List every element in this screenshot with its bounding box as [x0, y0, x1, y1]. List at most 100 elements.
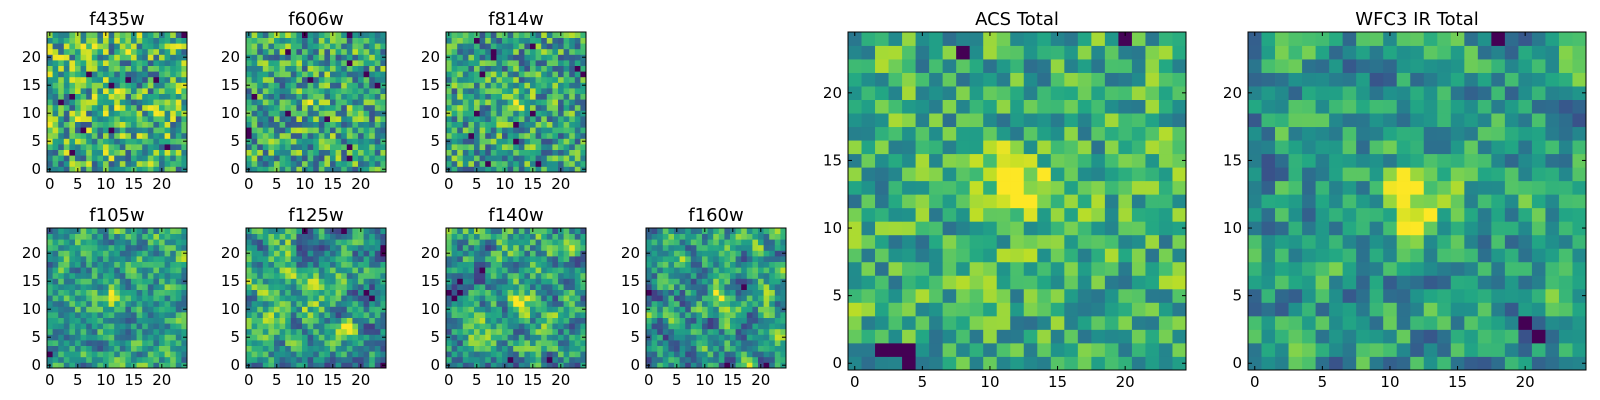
heatmap-cell [318, 317, 325, 324]
heatmap-cell [496, 295, 503, 302]
heatmap-cell [91, 138, 98, 145]
heatmap-cell [313, 284, 320, 290]
heatmap-cell [679, 334, 686, 341]
heatmap-cell [496, 278, 503, 285]
heatmap-cell [1077, 207, 1092, 222]
heatmap-cell [552, 340, 559, 346]
heatmap-cell [147, 228, 154, 234]
heatmap-cell [490, 267, 497, 274]
heatmap-cell [318, 155, 325, 162]
heatmap-cell [685, 317, 692, 324]
heatmap-cell [91, 144, 98, 150]
heatmap-cell [496, 160, 503, 167]
heatmap-cell [69, 351, 76, 358]
heatmap-cell [52, 362, 59, 369]
heatmap-cell [956, 221, 971, 236]
heatmap-cell [451, 160, 458, 167]
heatmap-cell [780, 228, 787, 234]
heatmap-cell [285, 317, 292, 324]
heatmap-cell [58, 71, 65, 78]
heatmap-cell [131, 54, 137, 61]
heatmap-cell [147, 32, 154, 38]
heatmap-cell [274, 323, 280, 330]
heatmap-cell [346, 256, 353, 262]
heatmap-cell [374, 121, 381, 128]
heatmap-cell [374, 340, 381, 346]
heatmap-cell [268, 334, 275, 341]
heatmap-cell [563, 60, 570, 66]
heatmap-cell [763, 317, 770, 324]
heatmap-cell [119, 340, 126, 346]
heatmap-cell [147, 239, 154, 246]
heatmap-cell [552, 166, 559, 173]
heatmap-cell [769, 267, 776, 274]
heatmap-cell [741, 323, 748, 330]
heatmap-cell [707, 328, 714, 335]
heatmap-cell [462, 340, 469, 346]
heatmap-cell [457, 233, 464, 240]
heatmap-cell [541, 250, 548, 257]
heatmap-cell [257, 110, 264, 117]
heatmap-cell [47, 71, 53, 78]
heatmap-cell [80, 93, 87, 100]
heatmap-cell [563, 261, 570, 268]
heatmap-cell [888, 356, 903, 371]
heatmap-cell [875, 180, 889, 195]
heatmap-cell [114, 60, 121, 66]
heatmap-cell [58, 340, 65, 346]
heatmap-cell [574, 76, 581, 83]
heatmap-cell [713, 351, 720, 358]
heatmap-cell [735, 261, 742, 268]
heatmap-cell [451, 300, 458, 307]
heatmap-cell [75, 306, 81, 313]
heatmap-cell [956, 248, 971, 263]
heatmap-cell [490, 149, 497, 156]
heatmap-cell [1010, 180, 1025, 195]
heatmap-cell [530, 121, 536, 128]
heatmap-cell [170, 82, 177, 89]
heatmap-cell [374, 233, 381, 240]
heatmap-cell [279, 116, 286, 122]
heatmap-cell [251, 244, 258, 251]
heatmap-cell [490, 312, 497, 318]
heatmap-cell [462, 65, 469, 72]
heatmap-cell [103, 149, 109, 156]
heatmap-cell [69, 88, 76, 94]
heatmap-cell [1131, 207, 1146, 222]
heatmap-cell [268, 144, 275, 150]
heatmap-cell [80, 306, 87, 313]
heatmap-cell [296, 149, 303, 156]
heatmap-cell [324, 300, 331, 307]
heatmap-cell [580, 239, 587, 246]
heatmap-cell [346, 138, 353, 145]
heatmap-cell [374, 250, 381, 257]
heatmap-cell [713, 334, 720, 341]
heatmap-cell [479, 54, 486, 61]
heatmap-cell [490, 261, 497, 268]
heatmap-cell [246, 149, 252, 156]
heatmap-cell [290, 88, 297, 94]
heatmap-cell [251, 37, 258, 44]
heatmap-cell [496, 233, 503, 240]
heatmap-cell [52, 132, 59, 139]
heatmap-cell [324, 239, 331, 246]
heatmap-cell [352, 155, 359, 162]
y-tick-label: 15 [22, 76, 41, 94]
heatmap-cell [462, 88, 469, 94]
heatmap-cell [125, 138, 132, 145]
axes-frame [245, 227, 387, 369]
heatmap-cell [769, 272, 776, 279]
heatmap-cell [574, 37, 581, 44]
heatmap-cell [63, 256, 70, 262]
heatmap-cell [530, 71, 536, 78]
heatmap-cell [274, 300, 280, 307]
heatmap-cell [707, 289, 714, 296]
heatmap-cell [507, 356, 514, 363]
heatmap-cell [758, 278, 764, 285]
heatmap-cell [741, 289, 748, 296]
heatmap-cell [246, 43, 252, 50]
heatmap-cell [707, 250, 714, 257]
heatmap-cell [724, 284, 731, 290]
heatmap-cell [363, 43, 370, 50]
